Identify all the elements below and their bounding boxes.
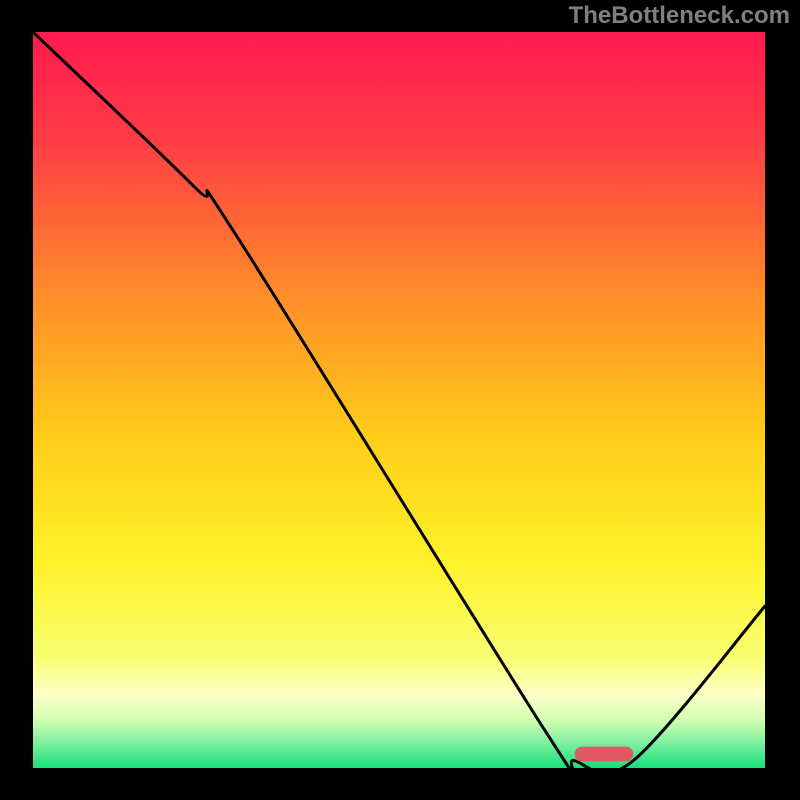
chart-root: TheBottleneck.com — [0, 0, 800, 800]
chart-gradient-background — [33, 32, 765, 768]
watermark-text: TheBottleneck.com — [569, 2, 790, 30]
chart-svg — [0, 0, 800, 800]
chart-marker — [575, 747, 634, 762]
